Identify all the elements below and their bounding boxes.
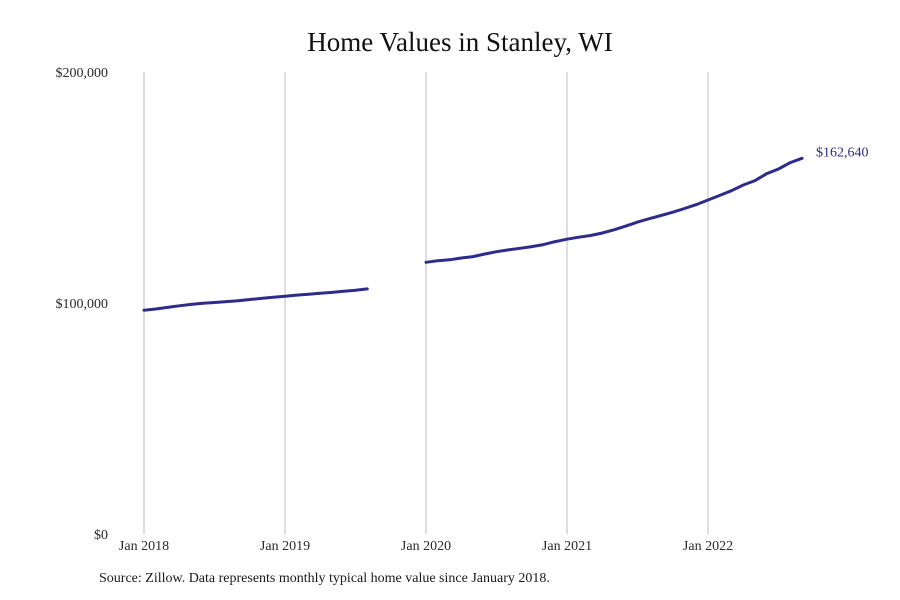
- x-tick-label-2: Jan 2020: [401, 539, 451, 554]
- chart-title: Home Values in Stanley, WI: [307, 27, 612, 57]
- y-axis-ticks: $0 $100,000 $200,000: [56, 66, 109, 543]
- series-layer: [142, 156, 804, 312]
- x-tick-label-3: Jan 2021: [542, 539, 592, 554]
- x-tick-label-0: Jan 2018: [119, 539, 169, 554]
- source-note: Source: Zillow. Data represents monthly …: [99, 571, 550, 586]
- end-value-label: $162,640: [816, 145, 869, 160]
- y-tick-label-2: $200,000: [56, 66, 109, 81]
- y-tick-label-1: $100,000: [56, 297, 109, 312]
- series-line-segment-1: [424, 156, 804, 264]
- series-line-segment-0: [142, 287, 369, 312]
- x-tick-label-4: Jan 2022: [683, 539, 733, 554]
- gridlines: [143, 72, 709, 534]
- x-axis-ticks: Jan 2018 Jan 2019 Jan 2020 Jan 2021 Jan 2022: [119, 539, 733, 554]
- y-tick-label-0: $0: [94, 528, 108, 543]
- x-tick-label-1: Jan 2019: [260, 539, 310, 554]
